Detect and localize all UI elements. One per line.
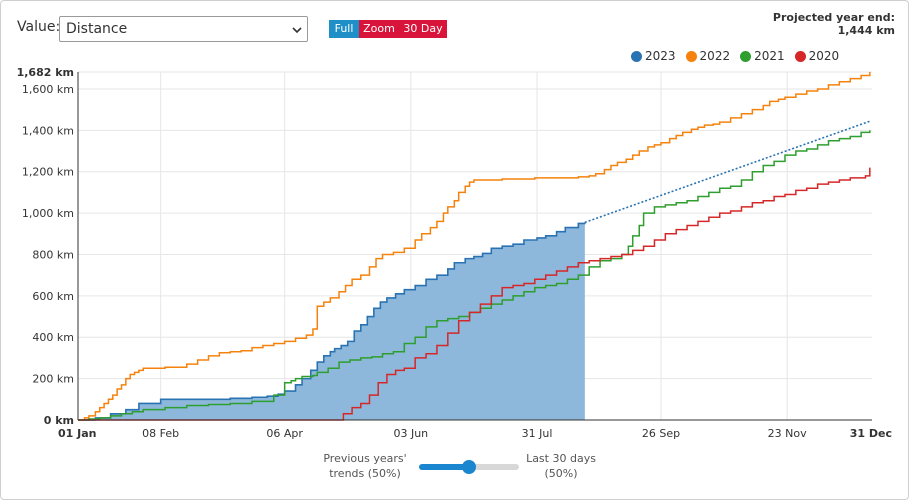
y-tick-label: 200 km [32, 373, 74, 386]
x-tick-label: 06 Apr [266, 427, 303, 440]
trend-weight-slider[interactable] [419, 460, 519, 474]
legend-label-2021: 2021 [754, 49, 785, 63]
slider-right-line1: Last 30 days [526, 452, 596, 465]
projected-year-end: Projected year end: 1,444 km [773, 11, 895, 37]
legend-label-2022: 2022 [699, 49, 731, 63]
legend-item-2022[interactable]: 2022 [685, 49, 731, 63]
slider-track-filled [419, 464, 469, 470]
legend-dot-2022 [685, 50, 697, 62]
x-tick-label: 03 Jun [393, 427, 428, 440]
projected-value: 1,444 km [837, 24, 895, 37]
30-day-button[interactable]: 30 Day [399, 20, 447, 38]
y-tick-label: 0 km [44, 414, 74, 427]
series-2021-line [78, 130, 871, 421]
y-tick-label: 1,200 km [22, 166, 74, 179]
y-tick-label: 1,682 km [17, 66, 74, 79]
legend-item-2021[interactable]: 2021 [740, 49, 785, 63]
y-tick-label: 1,600 km [22, 83, 74, 96]
zoom-button[interactable]: Zoom [359, 20, 399, 38]
y-tick-label: 1,400 km [22, 124, 74, 137]
x-tick-label: 26 Sep [642, 427, 680, 440]
slider-track-empty [469, 464, 519, 470]
full-button[interactable]: Full [329, 20, 359, 38]
legend-dot-2021 [740, 50, 752, 62]
value-select[interactable]: Distance [59, 16, 308, 42]
legend-dot-2023 [631, 50, 642, 62]
y-tick-label: 1,000 km [22, 207, 74, 220]
legend: 2023 2022 2021 2020 [631, 49, 849, 63]
series-2022-line [78, 72, 871, 421]
y-tick-label: 600 km [32, 290, 74, 303]
projected-label: Projected year end: [772, 11, 895, 24]
y-tick-label: 400 km [32, 331, 74, 344]
slider-right-label: Last 30 days (50%) [524, 451, 598, 481]
series-2020-line [78, 167, 871, 421]
value-select-text: Distance [66, 21, 128, 37]
slider-left-label: Previous years' trends (50%) [322, 451, 408, 481]
y-tick-label: 800 km [32, 248, 74, 261]
value-label: Value: [17, 19, 61, 35]
legend-label-2020: 2020 [808, 49, 840, 63]
x-tick-label: 31 Jul [522, 427, 553, 440]
x-tick-label: 01 Jan [58, 427, 96, 440]
legend-label-2023: 2023 [645, 49, 676, 63]
series-2023-area [78, 222, 585, 420]
x-tick-label: 23 Nov [768, 427, 807, 440]
chevron-down-icon [292, 27, 302, 34]
series-2023-line [78, 222, 586, 421]
slider-left-line2: trends (50%) [329, 467, 401, 480]
legend-item-2020[interactable]: 2020 [794, 49, 840, 63]
x-tick-label: 31 Dec [850, 427, 892, 440]
slider-thumb[interactable] [462, 460, 476, 474]
range-button-group: Full Zoom 30 Day [329, 20, 447, 38]
slider-right-line2: (50%) [544, 467, 578, 480]
slider-left-line1: Previous years' [323, 452, 407, 465]
x-tick-label: 08 Feb [142, 427, 179, 440]
legend-item-2023[interactable]: 2023 [631, 49, 676, 63]
legend-dot-2020 [794, 50, 806, 62]
